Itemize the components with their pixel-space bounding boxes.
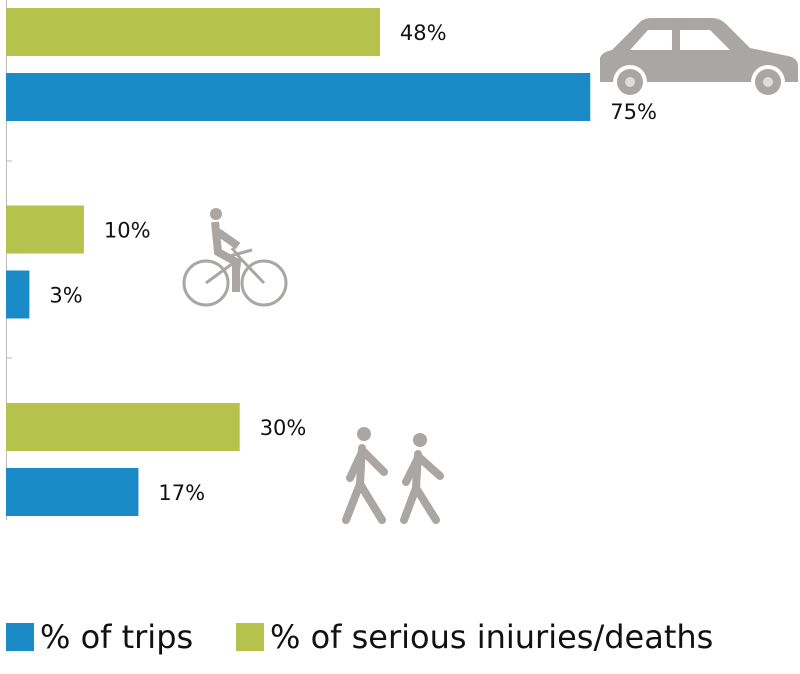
- bar: [6, 468, 139, 516]
- value-label: 17%: [158, 481, 205, 505]
- bar: [6, 8, 380, 56]
- value-label: 10%: [104, 219, 151, 243]
- value-label: 3%: [49, 284, 82, 308]
- value-label: 48%: [400, 21, 447, 45]
- bar: [6, 403, 240, 451]
- bar: [6, 205, 84, 254]
- value-label: 75%: [610, 100, 657, 124]
- value-label: 30%: [260, 416, 307, 440]
- bar: [6, 270, 30, 319]
- car-icon: [600, 18, 798, 99]
- legend-label: % of serious iniuries/deaths: [270, 618, 713, 656]
- legend-swatch: [6, 623, 34, 651]
- legend-label: % of trips: [40, 618, 193, 656]
- legend-swatch: [236, 623, 264, 651]
- pedestrians-icon: [342, 427, 444, 524]
- bicycle-icon: [182, 208, 288, 307]
- bar: [6, 73, 591, 121]
